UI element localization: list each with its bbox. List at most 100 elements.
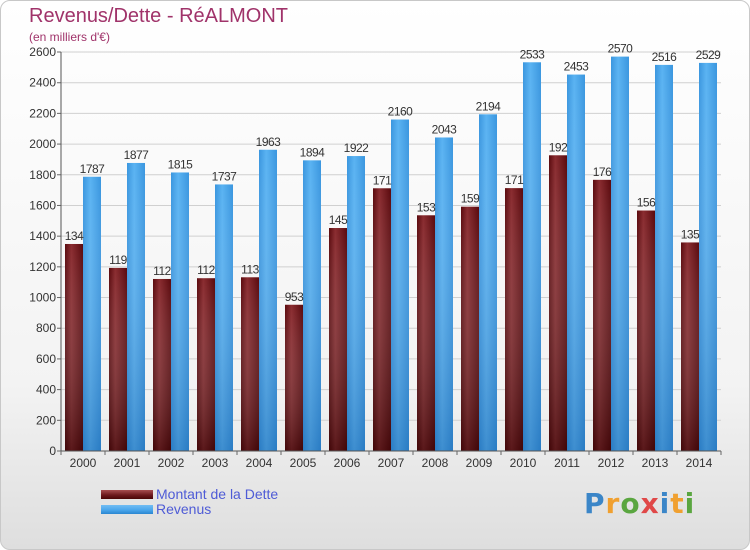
y-tick-label: 2200 xyxy=(29,106,56,120)
bar-debt-shade xyxy=(65,243,83,451)
x-tick-label: 2014 xyxy=(686,456,713,470)
data-label-debt: 176 xyxy=(593,165,612,179)
bar-revenue-shade xyxy=(259,149,277,451)
x-tick-label: 2009 xyxy=(466,456,493,470)
proxiti-logo: Proxiti xyxy=(584,487,695,520)
y-tick-label: 2000 xyxy=(29,137,56,151)
data-label-debt: 171 xyxy=(373,173,392,187)
bar-debt-shade xyxy=(153,278,171,451)
x-tick-label: 2012 xyxy=(598,456,625,470)
y-tick-label: 400 xyxy=(36,383,56,397)
x-tick-label: 2001 xyxy=(114,456,141,470)
bar-revenue-shade xyxy=(435,137,453,451)
data-label-debt: 159 xyxy=(461,192,480,206)
data-label-debt: 953 xyxy=(285,290,304,304)
y-tick-label: 1400 xyxy=(29,229,56,243)
bar-revenue-shade xyxy=(611,56,629,451)
bar-debt-shade xyxy=(373,188,391,451)
bar-revenue-shade xyxy=(391,119,409,452)
y-tick-label: 1000 xyxy=(29,291,56,305)
logo-letter: x xyxy=(640,487,660,520)
logo-letter: P xyxy=(584,487,606,520)
bar-revenue-shade xyxy=(303,160,321,451)
data-label-revenue: 1877 xyxy=(124,148,150,162)
data-label-debt: 192 xyxy=(549,140,568,154)
data-label-revenue: 2533 xyxy=(520,47,546,61)
bar-debt-shade xyxy=(285,304,303,451)
y-tick-label: 200 xyxy=(36,413,56,427)
bar-debt-shade xyxy=(637,210,655,451)
data-label-debt: 119 xyxy=(109,253,127,267)
data-label-revenue: 2453 xyxy=(564,60,590,74)
bar-revenue-shade xyxy=(127,162,145,451)
x-tick-label: 2007 xyxy=(378,456,405,470)
data-label-debt: 145 xyxy=(329,213,348,227)
chart-title: Revenus/Dette - RéALMONT xyxy=(29,5,288,27)
y-tick-label: 2600 xyxy=(29,45,56,59)
data-label-revenue: 2194 xyxy=(476,99,502,113)
y-tick-label: 1200 xyxy=(29,260,56,274)
data-label-debt: 156 xyxy=(637,196,656,210)
bar-revenue-shade xyxy=(171,172,189,452)
x-tick-label: 2002 xyxy=(158,456,185,470)
data-label-revenue: 1963 xyxy=(256,135,282,149)
y-tick-label: 600 xyxy=(36,352,56,366)
y-tick-label: 1800 xyxy=(29,168,56,182)
x-tick-label: 2000 xyxy=(70,456,97,470)
data-label-revenue: 1894 xyxy=(300,145,326,159)
data-label-revenue: 1922 xyxy=(344,141,370,155)
data-label-revenue: 2529 xyxy=(696,48,722,62)
data-label-debt: 112 xyxy=(197,263,215,277)
data-label-revenue: 1737 xyxy=(212,169,238,183)
data-label-debt: 134 xyxy=(65,229,84,243)
data-label-debt: 153 xyxy=(417,200,436,214)
bar-debt-shade xyxy=(109,267,127,451)
chart-subtitle: (en milliers d'€) xyxy=(29,30,110,44)
x-tick-label: 2013 xyxy=(642,456,669,470)
legend-swatch-debt xyxy=(101,490,153,499)
x-tick-label: 2006 xyxy=(334,456,361,470)
data-label-debt: 135 xyxy=(681,227,700,241)
data-label-revenue: 2516 xyxy=(652,50,678,64)
data-label-revenue: 2570 xyxy=(608,42,634,56)
bar-debt-shade xyxy=(681,242,699,451)
logo-letter: t xyxy=(670,487,685,520)
x-tick-label: 2010 xyxy=(510,456,537,470)
legend-label-debt: Montant de la Dette xyxy=(156,486,279,502)
logo-letter: i xyxy=(684,487,696,520)
bar-revenue-shade xyxy=(567,74,585,452)
data-label-debt: 113 xyxy=(241,262,259,276)
bar-debt-shade xyxy=(593,179,611,451)
x-tick-label: 2011 xyxy=(554,456,580,470)
data-label-debt: 171 xyxy=(505,173,524,187)
logo-letter: r xyxy=(605,487,621,520)
bar-debt-shade xyxy=(417,215,435,451)
data-label-revenue: 2160 xyxy=(388,105,414,119)
bar-revenue-shade xyxy=(699,62,717,451)
bar-debt-shade xyxy=(241,277,259,451)
data-label-revenue: 1787 xyxy=(80,162,106,176)
bar-debt-shade xyxy=(505,188,523,451)
y-tick-label: 1600 xyxy=(29,198,56,212)
legend-swatch-revenue xyxy=(101,505,153,514)
bar-debt-shade xyxy=(329,228,347,451)
bar-revenue-shade xyxy=(655,64,673,451)
x-tick-label: 2008 xyxy=(422,456,449,470)
data-label-revenue: 2043 xyxy=(432,122,458,136)
bar-revenue-shade xyxy=(347,156,365,451)
logo-letter: i xyxy=(659,487,671,520)
bar-debt-shade xyxy=(461,206,479,451)
bar-revenue-shade xyxy=(479,114,497,451)
bar-revenue-shade xyxy=(523,62,541,451)
y-tick-label: 800 xyxy=(36,321,56,335)
x-tick-label: 2005 xyxy=(290,456,317,470)
bar-debt-shade xyxy=(549,155,567,452)
legend-label-revenue: Revenus xyxy=(156,501,212,517)
y-tick-label: 2400 xyxy=(29,76,56,90)
logo-letter: o xyxy=(620,487,641,520)
bar-debt-shade xyxy=(197,278,215,451)
data-label-revenue: 1815 xyxy=(168,157,194,171)
bar-revenue-shade xyxy=(83,176,101,452)
